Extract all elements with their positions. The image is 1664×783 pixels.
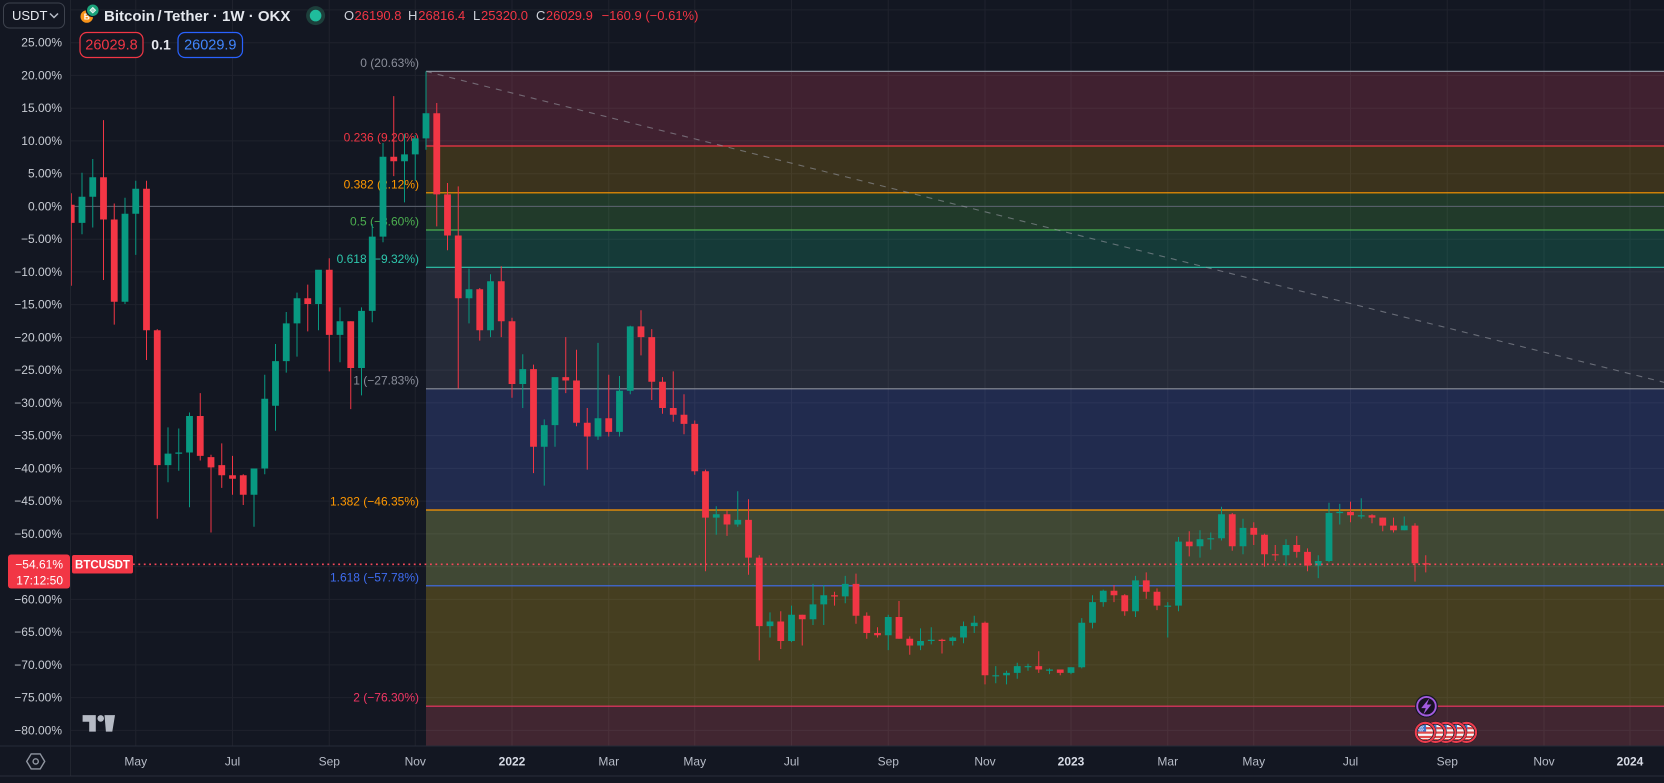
svg-text:0 (20.63%): 0 (20.63%) [360,56,419,70]
svg-text:May: May [124,755,147,769]
svg-text:25320.0: 25320.0 [481,8,528,23]
svg-text:26190.8: 26190.8 [355,8,402,23]
svg-text:Jul: Jul [784,755,799,769]
svg-text:L: L [473,8,480,23]
svg-text:0.00%: 0.00% [28,199,62,213]
svg-text:Mar: Mar [598,755,619,769]
svg-text:25.00%: 25.00% [21,36,62,50]
svg-text:−75.00%: −75.00% [14,691,62,705]
svg-text:Sep: Sep [1437,755,1459,769]
svg-text:May: May [683,755,706,769]
svg-text:0.1: 0.1 [151,37,171,53]
svg-text:Nov: Nov [974,755,995,769]
svg-text:−45.00%: −45.00% [14,494,62,508]
svg-text:BTCUSDT: BTCUSDT [75,560,130,572]
svg-text:Jul: Jul [1343,755,1358,769]
svg-text:Nov: Nov [1533,755,1554,769]
svg-text:2023: 2023 [1058,755,1085,769]
svg-text:USDT: USDT [12,8,47,23]
svg-text:−80.00%: −80.00% [14,723,62,737]
svg-text:C: C [536,8,545,23]
svg-text:26029.8: 26029.8 [85,38,137,54]
svg-text:17:12:50: 17:12:50 [16,574,63,588]
svg-text:Sep: Sep [319,755,341,769]
svg-text:−30.00%: −30.00% [14,396,62,410]
svg-text:−54.61%: −54.61% [15,558,63,572]
svg-text:26029.9: 26029.9 [184,38,236,54]
svg-text:−65.00%: −65.00% [14,625,62,639]
svg-text:−40.00%: −40.00% [14,461,62,475]
svg-text:−20.00%: −20.00% [14,330,62,344]
svg-text:−160.9 (−0.61%): −160.9 (−0.61%) [602,8,699,23]
svg-text:Bitcoin / Tether · 1W · OKX: Bitcoin / Tether · 1W · OKX [104,8,290,25]
svg-text:0.236 (9.20%): 0.236 (9.20%) [344,131,419,145]
svg-text:−70.00%: −70.00% [14,658,62,672]
svg-text:H: H [408,8,417,23]
svg-text:−25.00%: −25.00% [14,363,62,377]
svg-text:10.00%: 10.00% [21,134,62,148]
svg-text:Mar: Mar [1157,755,1178,769]
svg-text:2022: 2022 [499,755,526,769]
svg-text:26029.9: 26029.9 [546,8,593,23]
svg-text:15.00%: 15.00% [21,101,62,115]
svg-text:20.00%: 20.00% [21,68,62,82]
svg-text:−5.00%: −5.00% [21,232,62,246]
svg-text:Jul: Jul [225,755,240,769]
svg-text:O: O [344,8,354,23]
svg-text:Sep: Sep [878,755,900,769]
svg-text:Nov: Nov [405,755,426,769]
svg-text:5.00%: 5.00% [28,167,62,181]
svg-text:2 (−76.30%): 2 (−76.30%) [353,691,419,705]
svg-text:May: May [1242,755,1265,769]
svg-text:−35.00%: −35.00% [14,429,62,443]
svg-text:1.382 (−46.35%): 1.382 (−46.35%) [330,495,419,509]
svg-text:B: B [84,12,90,22]
svg-text:−10.00%: −10.00% [14,265,62,279]
svg-text:0.618 (−9.32%): 0.618 (−9.32%) [337,252,419,266]
svg-text:1 (−27.83%): 1 (−27.83%) [353,373,419,387]
svg-text:26816.4: 26816.4 [418,8,465,23]
svg-text:−50.00%: −50.00% [14,527,62,541]
svg-text:−60.00%: −60.00% [14,592,62,606]
svg-text:2024: 2024 [1617,755,1644,769]
svg-text:−15.00%: −15.00% [14,298,62,312]
svg-text:1.618 (−57.78%): 1.618 (−57.78%) [330,570,419,584]
